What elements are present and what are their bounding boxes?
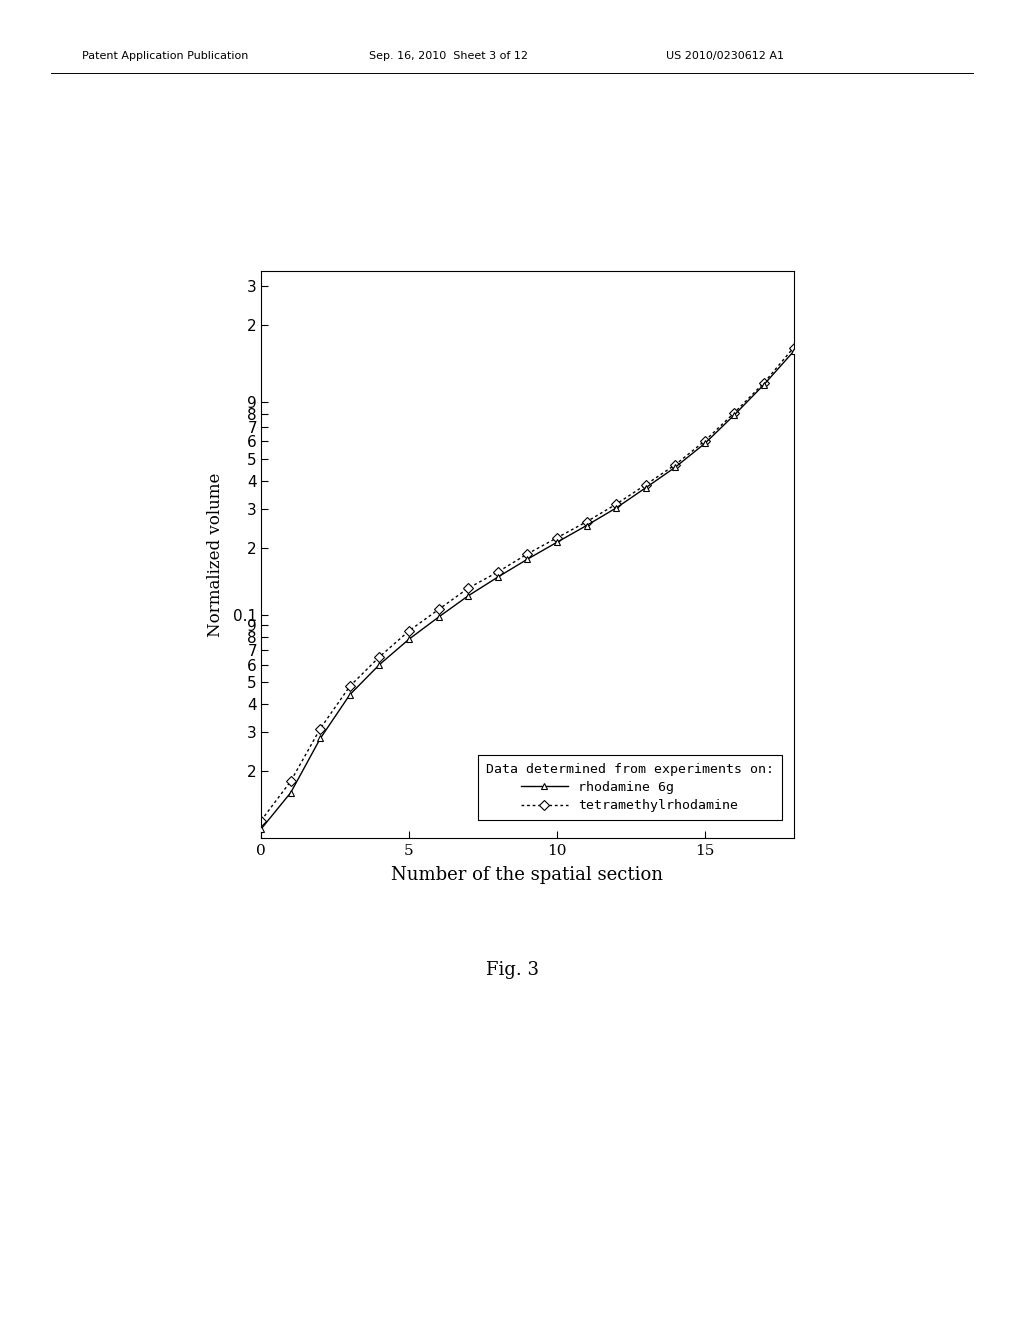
Legend: rhodamine 6g, tetramethylrhodamine: rhodamine 6g, tetramethylrhodamine bbox=[478, 755, 781, 820]
Text: Sep. 16, 2010  Sheet 3 of 12: Sep. 16, 2010 Sheet 3 of 12 bbox=[369, 51, 527, 62]
Text: Fig. 3: Fig. 3 bbox=[485, 961, 539, 979]
X-axis label: Number of the spatial section: Number of the spatial section bbox=[391, 866, 664, 884]
Text: Patent Application Publication: Patent Application Publication bbox=[82, 51, 248, 62]
Y-axis label: Normalized volume: Normalized volume bbox=[208, 473, 224, 636]
Text: US 2010/0230612 A1: US 2010/0230612 A1 bbox=[666, 51, 783, 62]
